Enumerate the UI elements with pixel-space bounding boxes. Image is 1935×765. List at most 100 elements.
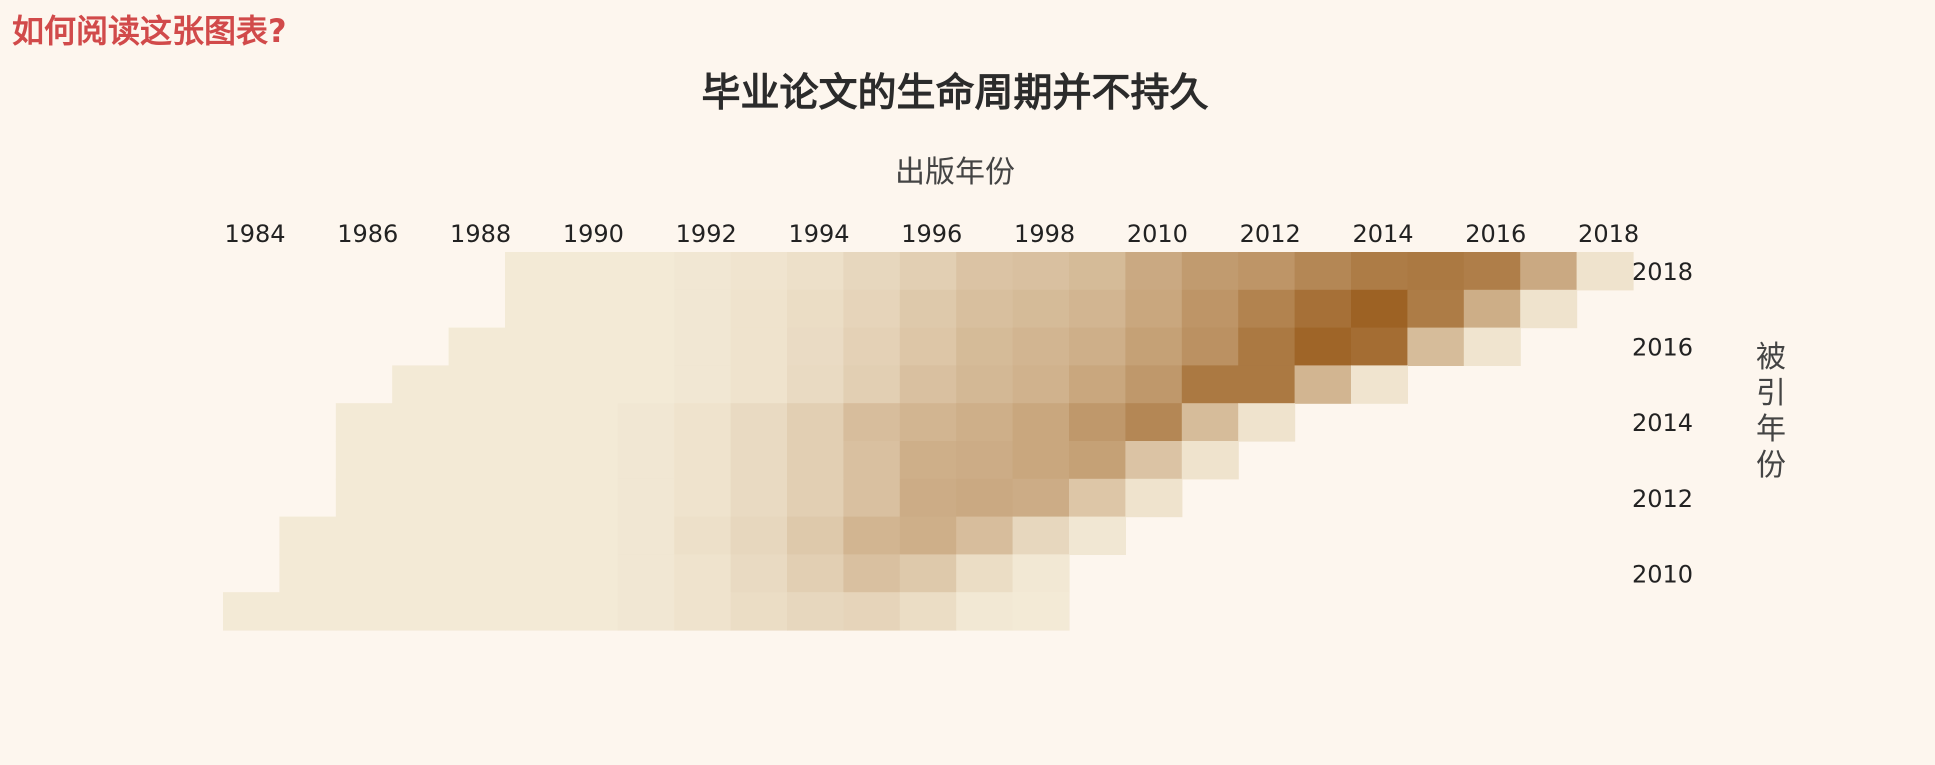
heatmap-cell bbox=[392, 403, 450, 442]
heatmap-cell bbox=[674, 441, 732, 480]
heatmap-cell bbox=[674, 554, 732, 593]
heatmap-cell bbox=[617, 403, 675, 442]
heatmap-cell bbox=[561, 478, 619, 518]
y-tick-label: 2010 bbox=[1632, 560, 1693, 588]
heatmap-cell bbox=[279, 554, 337, 593]
heatmap-cell bbox=[899, 592, 957, 631]
heatmap-cell bbox=[1181, 289, 1239, 329]
heatmap-cell bbox=[448, 554, 506, 593]
heatmap-cell bbox=[1238, 252, 1296, 291]
heatmap-cell bbox=[561, 327, 619, 366]
heatmap-cell bbox=[335, 516, 393, 555]
heatmap-cell bbox=[505, 592, 562, 631]
heatmap-cell bbox=[843, 365, 901, 404]
heatmap-cell bbox=[899, 365, 957, 404]
heatmap-cell bbox=[617, 592, 675, 631]
heatmap-cell bbox=[730, 252, 788, 291]
y-tick-label: 2016 bbox=[1632, 334, 1693, 362]
x-tick-label: 1996 bbox=[901, 220, 962, 248]
heatmap-cell bbox=[1012, 365, 1070, 404]
heatmap-cell bbox=[674, 478, 732, 518]
heatmap-cell bbox=[787, 554, 844, 593]
how-to-read-title[interactable]: 如何阅读这张图表? bbox=[12, 12, 287, 50]
x-tick-label: 1990 bbox=[563, 220, 624, 248]
heatmap-cell bbox=[1012, 592, 1070, 631]
heatmap-cell bbox=[843, 403, 901, 442]
heatmap-cell bbox=[617, 554, 675, 593]
x-tick-label: 2016 bbox=[1465, 220, 1526, 248]
x-tick-label: 2010 bbox=[1127, 220, 1188, 248]
heatmap-cell bbox=[730, 592, 788, 631]
x-axis-label: 出版年份 bbox=[895, 155, 1015, 190]
heatmap-cell bbox=[1238, 403, 1296, 442]
heatmap-cell bbox=[787, 327, 844, 366]
heatmap-cell bbox=[505, 252, 562, 291]
heatmap-cell bbox=[730, 516, 788, 555]
heatmap-cell bbox=[1069, 252, 1126, 291]
heatmap-cell bbox=[561, 592, 619, 631]
heatmap-cell bbox=[617, 252, 675, 291]
heatmap-cell bbox=[1069, 403, 1126, 442]
heatmap-cell bbox=[1069, 441, 1126, 480]
heatmap-cell bbox=[1125, 289, 1183, 329]
x-tick-label: 2012 bbox=[1240, 220, 1301, 248]
heatmap-cell bbox=[561, 403, 619, 442]
heatmap-cell bbox=[505, 554, 562, 593]
heatmap-cell bbox=[843, 289, 901, 329]
x-tick-label: 2014 bbox=[1352, 220, 1413, 248]
heatmap-cell bbox=[392, 592, 450, 631]
heatmap-cell bbox=[843, 441, 901, 480]
heatmap-cell bbox=[1407, 327, 1465, 366]
heatmap-cell bbox=[787, 592, 844, 631]
heatmap-cell bbox=[392, 441, 450, 480]
heatmap-cell bbox=[505, 289, 562, 329]
heatmap-cell bbox=[730, 403, 788, 442]
heatmap-cell bbox=[392, 554, 450, 593]
heatmap-cell bbox=[505, 403, 562, 442]
heatmap-cell bbox=[843, 554, 901, 593]
heatmap-cell bbox=[843, 516, 901, 555]
heatmap-cell bbox=[787, 252, 844, 291]
heatmap-cell bbox=[1012, 516, 1070, 555]
heatmap-cell bbox=[787, 516, 844, 555]
heatmap-cell bbox=[223, 592, 280, 631]
heatmap-cell bbox=[1407, 289, 1465, 329]
heatmap-cell bbox=[505, 516, 562, 555]
heatmap-cell bbox=[617, 289, 675, 329]
heatmap-cell bbox=[956, 327, 1014, 366]
heatmap-cell bbox=[787, 441, 844, 480]
heatmap-cell bbox=[1125, 327, 1183, 366]
heatmap-cell bbox=[787, 403, 844, 442]
heatmap-cell bbox=[335, 554, 393, 593]
heatmap-cell bbox=[1125, 252, 1183, 291]
heatmap-cell bbox=[1520, 252, 1578, 291]
heatmap-cell bbox=[617, 365, 675, 404]
heatmap-cell bbox=[1407, 252, 1465, 291]
y-tick-label: 2014 bbox=[1632, 409, 1693, 437]
heatmap-cell bbox=[1238, 327, 1296, 366]
heatmap-cell bbox=[730, 327, 788, 366]
heatmap-cell bbox=[1463, 327, 1521, 366]
heatmap-cell bbox=[899, 554, 957, 593]
heatmap-cell bbox=[561, 365, 619, 404]
heatmap-cell bbox=[1012, 478, 1070, 518]
heatmap-cell bbox=[899, 289, 957, 329]
heatmap-cell bbox=[392, 365, 450, 404]
heatmap-cell bbox=[1181, 252, 1239, 291]
x-tick-label: 1984 bbox=[224, 220, 285, 248]
heatmap-cell bbox=[956, 289, 1014, 329]
heatmap-cell bbox=[843, 592, 901, 631]
x-tick-label: 1998 bbox=[1014, 220, 1075, 248]
x-tick-label: 2018 bbox=[1578, 220, 1639, 248]
heatmap-cell bbox=[1069, 516, 1126, 555]
heatmap-cell bbox=[674, 365, 732, 404]
heatmap-cell bbox=[1520, 289, 1578, 329]
heatmap-cell bbox=[1351, 365, 1408, 404]
x-tick-label: 1992 bbox=[676, 220, 737, 248]
heatmap-cell bbox=[448, 441, 506, 480]
heatmap-cell bbox=[899, 516, 957, 555]
heatmap-cell bbox=[1576, 252, 1634, 291]
heatmap-cell bbox=[1012, 441, 1070, 480]
heatmap-cell bbox=[674, 327, 732, 366]
heatmap-cell bbox=[335, 403, 393, 442]
